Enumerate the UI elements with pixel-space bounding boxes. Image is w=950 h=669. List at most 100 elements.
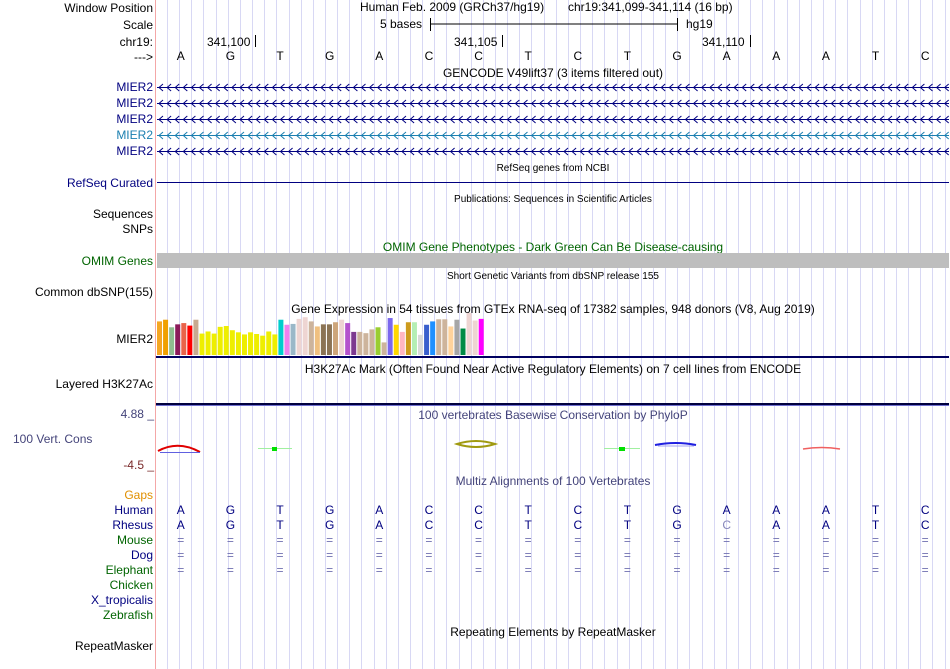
dbsnp-label[interactable]: Common dbSNP(155) [34, 285, 153, 299]
phylop-label[interactable]: 100 Vert. Cons [13, 432, 93, 446]
strand-arrow-icon [555, 147, 561, 156]
strand-arrow-icon [587, 99, 593, 108]
gtex-tissue-bar[interactable] [320, 324, 326, 355]
gtex-label[interactable]: MIER2 [116, 332, 153, 346]
gtex-tissue-bar[interactable] [442, 319, 448, 355]
gtex-tissue-bar[interactable] [411, 322, 417, 355]
multiz-species-label[interactable]: Chicken [109, 578, 153, 592]
strand-arrow-icon [895, 147, 901, 156]
gtex-tissue-bar[interactable] [399, 331, 405, 355]
multiz-species-label[interactable]: X_tropicalis [90, 593, 153, 607]
multiz-species-label[interactable]: Human [114, 503, 153, 517]
gtex-tissue-bar[interactable] [351, 331, 357, 355]
gtex-tissue-bar[interactable] [314, 326, 320, 355]
omim-track-title[interactable]: OMIM Gene Phenotypes - Dark Green Can Be… [382, 240, 724, 254]
gtex-tissue-bar[interactable] [157, 321, 162, 355]
gtex-tissue-bar[interactable] [460, 328, 466, 355]
gtex-tissue-bar[interactable] [290, 323, 296, 355]
gtex-tissue-bar[interactable] [163, 319, 169, 355]
publications-label-sequences[interactable]: Sequences [92, 207, 153, 221]
gtex-tissue-bar[interactable] [302, 317, 308, 355]
repeatmasker-track-title[interactable]: Repeating Elements by RepeatMasker [450, 625, 656, 639]
strand-arrow-icon [887, 83, 893, 92]
gtex-tissue-bar[interactable] [272, 334, 278, 355]
strand-label[interactable]: ---> [134, 50, 153, 64]
h3k27ac-track-title[interactable]: H3K27Ac Mark (Often Found Near Active Re… [304, 362, 802, 376]
strand-arrow-icon [263, 99, 269, 108]
gtex-tissue-bar[interactable] [211, 333, 217, 355]
repeatmasker-label[interactable]: RepeatMasker [74, 639, 153, 653]
gtex-tissue-bar[interactable] [430, 321, 436, 355]
strand-arrow-icon [344, 99, 350, 108]
omim-label[interactable]: OMIM Genes [81, 254, 153, 268]
gtex-tissue-bar[interactable] [241, 334, 247, 355]
gtex-tissue-bar[interactable] [454, 319, 460, 355]
omim-gene-bar[interactable] [157, 253, 949, 268]
h3k27ac-label[interactable]: Layered H3K27Ac [55, 377, 153, 391]
strand-arrow-icon [530, 99, 536, 108]
gtex-tissue-bar[interactable] [357, 331, 363, 355]
phylop-track-title[interactable]: 100 vertebrates Basewise Conservation by… [418, 408, 688, 422]
gtex-tissue-bar[interactable] [175, 324, 181, 355]
gtex-tissue-bar[interactable] [326, 324, 332, 355]
gtex-tissue-bar[interactable] [296, 318, 302, 355]
gtex-tissue-bar[interactable] [278, 319, 284, 355]
gtex-tissue-bar[interactable] [169, 327, 175, 355]
gtex-tissue-bar[interactable] [345, 323, 351, 355]
gtex-tissue-bar[interactable] [418, 334, 424, 355]
publications-track-title[interactable]: Publications: Sequences in Scientific Ar… [454, 194, 652, 205]
gtex-tissue-bar[interactable] [424, 324, 430, 355]
multiz-species-label[interactable]: Rhesus [112, 518, 153, 532]
gtex-tissue-bar[interactable] [333, 322, 339, 355]
gtex-tissue-bar[interactable] [205, 331, 211, 355]
strand-arrow-icon [255, 99, 261, 108]
gencode-item-label[interactable]: MIER2 [116, 80, 153, 94]
gtex-tissue-bar[interactable] [235, 332, 241, 355]
gtex-tissue-bar[interactable] [223, 326, 229, 355]
gtex-tissue-bar[interactable] [381, 342, 387, 355]
gtex-tissue-bar[interactable] [284, 324, 290, 355]
gtex-tissue-bar[interactable] [478, 318, 484, 355]
refseq-track-title[interactable]: RefSeq genes from NCBI [496, 163, 610, 174]
gtex-tissue-bar[interactable] [260, 335, 266, 355]
gtex-tissue-bar[interactable] [254, 334, 260, 355]
multiz-species-label[interactable]: Dog [130, 548, 153, 562]
multiz-species-label[interactable]: Elephant [105, 563, 153, 577]
gtex-track-title[interactable]: Gene Expression in 54 tissues from GTEx … [291, 302, 815, 316]
gtex-tissue-bar[interactable] [363, 333, 369, 355]
gencode-track-title[interactable]: GENCODE V49lift37 (3 items filtered out) [442, 66, 664, 80]
gtex-tissue-bar[interactable] [308, 321, 314, 355]
gtex-tissue-bar[interactable] [466, 313, 472, 355]
gtex-tissue-bar[interactable] [472, 320, 478, 355]
gtex-tissue-bar[interactable] [393, 324, 399, 355]
gtex-tissue-bar[interactable] [187, 325, 193, 355]
gtex-tissue-bar[interactable] [248, 332, 254, 355]
gtex-tissue-bar[interactable] [375, 327, 381, 355]
gtex-tissue-bar[interactable] [193, 319, 199, 355]
gencode-item-label[interactable]: MIER2 [116, 144, 153, 158]
strand-arrow-icon [555, 115, 561, 124]
gtex-tissue-bar[interactable] [369, 329, 375, 355]
gtex-tissue-bar[interactable] [436, 319, 442, 355]
gtex-tissue-bar[interactable] [266, 331, 272, 355]
multiz-species-label[interactable]: Zebrafish [102, 608, 153, 622]
publications-label-snps[interactable]: SNPs [122, 222, 153, 236]
dbsnp-track-title[interactable]: Short Genetic Variants from dbSNP releas… [447, 271, 659, 282]
gtex-tissue-bar[interactable] [339, 319, 345, 355]
multiz-gaps-label[interactable]: Gaps [124, 488, 153, 502]
refseq-label[interactable]: RefSeq Curated [66, 176, 153, 190]
gencode-item-label[interactable]: MIER2 [116, 128, 153, 142]
gencode-item-label[interactable]: MIER2 [116, 112, 153, 126]
gtex-tissue-bar[interactable] [181, 323, 187, 355]
strand-arrow-icon [425, 83, 431, 92]
gtex-tissue-bar[interactable] [448, 326, 454, 355]
gtex-tissue-bar[interactable] [217, 326, 223, 355]
multiz-track-title[interactable]: Multiz Alignments of 100 Vertebrates [455, 474, 651, 488]
gtex-tissue-bar[interactable] [229, 330, 235, 355]
gtex-tissue-bar[interactable] [405, 322, 411, 355]
gtex-tissue-bar[interactable] [387, 318, 393, 355]
gencode-item-label[interactable]: MIER2 [116, 96, 153, 110]
gtex-tissue-bar[interactable] [199, 333, 205, 355]
multiz-species-label[interactable]: Mouse [116, 533, 153, 547]
